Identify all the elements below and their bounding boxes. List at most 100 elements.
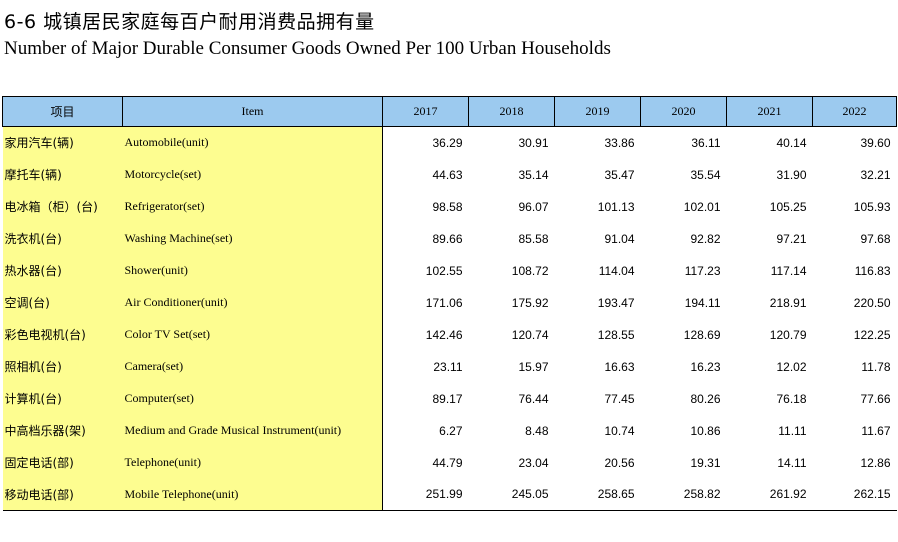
value-cell: 91.04 bbox=[604, 231, 635, 246]
value-cell: 114.04 bbox=[598, 263, 635, 278]
table-body: 家用汽车(辆) Automobile(unit) 36.29 30.91 33.86 36… bbox=[2, 126, 897, 511]
table-row: 固定电话(部) Telephone(unit) 44.79 23.04 20.56 19.… bbox=[2, 446, 897, 479]
value-cell: 194.11 bbox=[684, 295, 721, 310]
value-cell: 11.67 bbox=[861, 423, 891, 438]
value-cell: 39.60 bbox=[860, 135, 891, 150]
value-cell: 77.45 bbox=[604, 391, 635, 406]
header-year-2017: 2017 bbox=[382, 96, 469, 127]
header-item-cn: 项目 bbox=[2, 96, 123, 127]
value-cell: 261.92 bbox=[726, 478, 813, 511]
value-cell: 12.02 bbox=[776, 359, 807, 374]
value-cell: 105.93 bbox=[853, 199, 891, 214]
value-cell: 102.01 bbox=[683, 199, 721, 214]
header-year-2020: 2020 bbox=[640, 96, 727, 127]
row-label-cn: 彩色电视机(台) bbox=[2, 318, 123, 351]
row-label-en: Mobile Telephone(unit) bbox=[122, 478, 383, 511]
value-cell: 117.14 bbox=[770, 263, 807, 278]
value-cell: 97.68 bbox=[860, 231, 891, 246]
header-year-2018: 2018 bbox=[468, 96, 555, 127]
value-cell: 105.25 bbox=[769, 199, 807, 214]
row-label-cn: 照相机(台) bbox=[2, 350, 123, 383]
value-cell: 8.48 bbox=[525, 423, 549, 438]
value-cell: 11.11 bbox=[778, 423, 807, 438]
value-cell: 120.79 bbox=[769, 327, 807, 342]
value-cell: 120.74 bbox=[511, 327, 549, 342]
row-label-cn: 中高档乐器(架) bbox=[2, 414, 123, 447]
value-cell: 23.11 bbox=[433, 359, 463, 374]
page-title-chinese: 6-6 城镇居民家庭每百户耐用消费品拥有量 bbox=[4, 11, 375, 33]
value-cell: 96.07 bbox=[518, 199, 549, 214]
table-row: 空调(台) Air Conditioner(unit) 171.06 175.92 19… bbox=[2, 286, 897, 319]
value-cell: 10.86 bbox=[690, 423, 721, 438]
value-cell: 89.66 bbox=[432, 231, 463, 246]
row-label-en: Medium and Grade Musical Instrument(unit… bbox=[122, 414, 383, 447]
value-cell: 258.65 bbox=[554, 478, 641, 511]
value-cell: 36.29 bbox=[432, 135, 463, 150]
table-row: 摩托车(辆) Motorcycle(set) 44.63 35.14 35.47 35.5… bbox=[2, 158, 897, 191]
value-cell: 251.99 bbox=[382, 478, 469, 511]
value-cell: 20.56 bbox=[604, 455, 635, 470]
row-label-cn: 摩托车(辆) bbox=[2, 158, 123, 191]
value-cell: 36.11 bbox=[691, 135, 721, 150]
row-label-en: Color TV Set(set) bbox=[122, 318, 383, 351]
row-label-cn: 电冰箱（柜）(台) bbox=[2, 190, 123, 223]
table-header-row: 项目 Item 2017 2018 2019 2020 2021 2022 bbox=[2, 96, 897, 127]
row-label-en: Washing Machine(set) bbox=[122, 222, 383, 255]
table-row: 彩色电视机(台) Color TV Set(set) 142.46 120.74 128… bbox=[2, 318, 897, 351]
row-label-cn: 热水器(台) bbox=[2, 254, 123, 287]
value-cell: 102.55 bbox=[425, 263, 463, 278]
row-label-en: Camera(set) bbox=[122, 350, 383, 383]
value-cell: 30.91 bbox=[518, 135, 549, 150]
value-cell: 44.63 bbox=[432, 167, 463, 182]
header-year-2021: 2021 bbox=[726, 96, 813, 127]
table-row: 照相机(台) Camera(set) 23.11 15.97 16.63 16.23 12.… bbox=[2, 350, 897, 383]
value-cell: 220.50 bbox=[853, 295, 891, 310]
value-cell: 97.21 bbox=[776, 231, 807, 246]
durable-goods-table: 项目 Item 2017 2018 2019 2020 2021 2022 家用… bbox=[2, 96, 897, 511]
value-cell: 245.05 bbox=[468, 478, 555, 511]
value-cell: 15.97 bbox=[518, 359, 549, 374]
value-cell: 33.86 bbox=[604, 135, 635, 150]
value-cell: 16.23 bbox=[690, 359, 721, 374]
table-row: 洗衣机(台) Washing Machine(set) 89.66 85.58 91.0… bbox=[2, 222, 897, 255]
row-label-en: Automobile(unit) bbox=[122, 126, 383, 159]
value-cell: 80.26 bbox=[690, 391, 721, 406]
value-cell: 6.27 bbox=[439, 423, 463, 438]
value-cell: 89.17 bbox=[432, 391, 463, 406]
value-cell: 142.46 bbox=[425, 327, 463, 342]
value-cell: 85.58 bbox=[518, 231, 549, 246]
value-cell: 128.69 bbox=[683, 327, 721, 342]
value-cell: 76.44 bbox=[518, 391, 549, 406]
row-label-cn: 计算机(台) bbox=[2, 382, 123, 415]
row-label-en: Air Conditioner(unit) bbox=[122, 286, 383, 319]
value-cell: 19.31 bbox=[690, 455, 721, 470]
header-year-2022: 2022 bbox=[812, 96, 897, 127]
header-year-2019: 2019 bbox=[554, 96, 641, 127]
value-cell: 12.86 bbox=[860, 455, 891, 470]
header-item-en: Item bbox=[122, 96, 383, 127]
table-row: 电冰箱（柜）(台) Refrigerator(set) 98.58 96.07 101.… bbox=[2, 190, 897, 223]
row-label-en: Shower(unit) bbox=[122, 254, 383, 287]
value-cell: 77.66 bbox=[860, 391, 891, 406]
row-label-en: Motorcycle(set) bbox=[122, 158, 383, 191]
value-cell: 35.54 bbox=[690, 167, 721, 182]
value-cell: 117.23 bbox=[684, 263, 721, 278]
value-cell: 218.91 bbox=[769, 295, 807, 310]
value-cell: 35.14 bbox=[518, 167, 549, 182]
table-row: 移动电话(部) Mobile Telephone(unit) 251.99 245.0… bbox=[2, 478, 897, 511]
row-label-en: Telephone(unit) bbox=[122, 446, 383, 479]
value-cell: 40.14 bbox=[776, 135, 807, 150]
page-title-english: Number of Major Durable Consumer Goods O… bbox=[4, 38, 611, 59]
row-label-cn: 家用汽车(辆) bbox=[2, 126, 123, 159]
value-cell: 35.47 bbox=[604, 167, 635, 182]
value-cell: 11.78 bbox=[861, 359, 891, 374]
value-cell: 193.47 bbox=[597, 295, 635, 310]
value-cell: 44.79 bbox=[432, 455, 463, 470]
table-row: 热水器(台) Shower(unit) 102.55 108.72 114.04 117.… bbox=[2, 254, 897, 287]
value-cell: 122.25 bbox=[853, 327, 891, 342]
table-row: 家用汽车(辆) Automobile(unit) 36.29 30.91 33.86 36… bbox=[2, 126, 897, 159]
value-cell: 171.06 bbox=[425, 295, 463, 310]
value-cell: 175.92 bbox=[511, 295, 549, 310]
row-label-en: Computer(set) bbox=[122, 382, 383, 415]
value-cell: 32.21 bbox=[860, 167, 891, 182]
